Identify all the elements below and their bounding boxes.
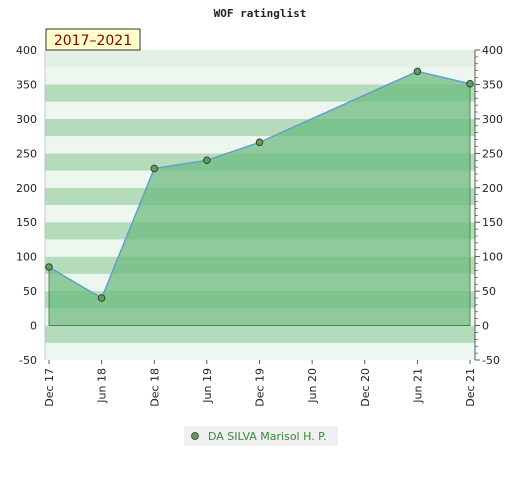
data-point: [97, 294, 106, 302]
y-tick-label-right: 150: [482, 216, 503, 229]
y-tick-label-right: 50: [482, 285, 496, 298]
grid-band: [45, 50, 475, 68]
legend-box: [184, 426, 338, 446]
grid-band: [45, 67, 475, 85]
y-tick-label-right: 250: [482, 147, 503, 160]
grid-band: [45, 342, 475, 360]
y-tick-label-left: 400: [16, 44, 37, 57]
y-tick-label-left: 100: [16, 251, 37, 264]
x-tick-label: Jun 21: [411, 368, 424, 404]
year-badge-text: 2017–2021: [54, 33, 132, 49]
axes: -50 -50 0 0 50 50 100 100 150 150 200 200 250 250 300 3…: [16, 44, 503, 407]
data-point: [150, 164, 158, 173]
y-tick-label-left: 200: [16, 182, 37, 195]
y-tick-label-right: 200: [482, 182, 503, 195]
data-point: [255, 138, 264, 147]
legend-label: DA SILVA Marisol H. P.: [208, 430, 327, 443]
data-point: [466, 80, 474, 88]
y-tick-label-left: 150: [16, 216, 37, 229]
year-badge: 2017–2021: [45, 28, 141, 51]
data-point: [413, 67, 422, 76]
y-tick-label-right: 100: [482, 251, 503, 264]
y-tick-label-left: 0: [30, 320, 37, 333]
x-tick-label: Dec 20: [359, 368, 372, 407]
y-tick-label-left: 50: [23, 285, 37, 298]
x-tick-label: Jun 18: [96, 368, 109, 404]
y-tick-label-left: 300: [16, 113, 37, 126]
y-tick-label-right: 300: [482, 113, 503, 126]
legend: DA SILVA Marisol H. P.: [184, 426, 338, 446]
x-tick-label: Jun 20: [306, 368, 319, 404]
x-tick-label: Dec 18: [148, 368, 161, 407]
y-tick-label-left: 250: [16, 147, 37, 160]
y-tick-label-left: -50: [19, 354, 37, 367]
x-tick-label: Dec 17: [43, 368, 56, 407]
y-tick-label-left: 350: [16, 78, 37, 91]
grid-band: [45, 325, 475, 343]
legend-marker: [191, 432, 199, 440]
x-tick-label: Jun 19: [201, 368, 214, 404]
x-tick-label: Dec 21: [464, 368, 477, 407]
year-badge-box: [45, 28, 141, 51]
y-tick-label-right: 350: [482, 78, 503, 91]
x-tick-label: Dec 19: [254, 368, 267, 407]
data-point: [45, 263, 53, 271]
y-tick-label-right: -50: [482, 354, 500, 367]
data-point: [203, 156, 211, 164]
data-marks: [45, 67, 474, 302]
chart-title: WOF ratinglist: [214, 7, 307, 20]
y-tick-label-right: 0: [482, 320, 489, 333]
y-tick-label-right: 400: [482, 44, 503, 57]
